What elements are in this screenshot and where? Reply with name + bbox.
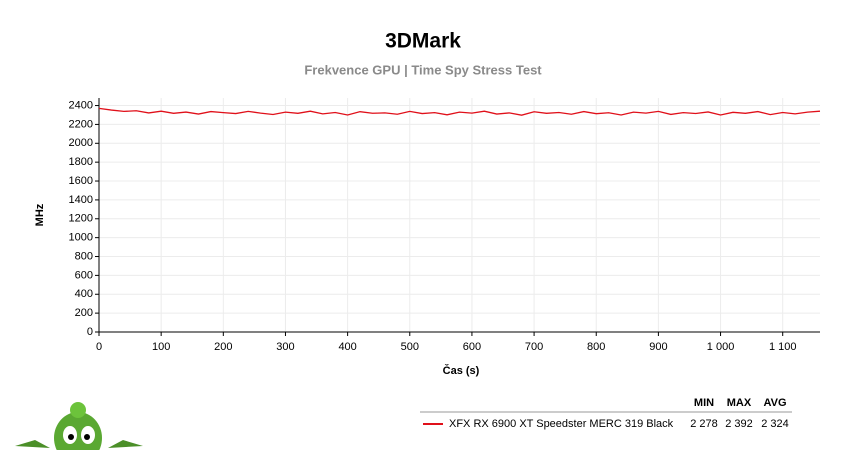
- stats-header: AVG: [763, 397, 786, 409]
- y-tick-label: 2000: [69, 137, 93, 149]
- x-tick-label: 0: [96, 341, 102, 353]
- y-tick-label: 1600: [69, 175, 93, 187]
- x-tick-label: 1 100: [769, 341, 797, 353]
- stats-header: MIN: [694, 397, 714, 409]
- y-tick-label: 0: [87, 326, 93, 338]
- y-tick-label: 1000: [69, 232, 93, 244]
- x-tick-label: 700: [525, 341, 543, 353]
- x-tick-label: 200: [214, 341, 232, 353]
- y-tick-label: 600: [75, 269, 93, 281]
- stats-value: 2 392: [725, 418, 753, 430]
- y-tick-label: 800: [75, 250, 93, 262]
- x-tick-label: 600: [463, 341, 481, 353]
- x-axis-label: Čas (s): [443, 364, 480, 377]
- y-tick-label: 400: [75, 288, 93, 300]
- x-tick-label: 300: [276, 341, 294, 353]
- mascot: [15, 402, 143, 450]
- stats-header: MAX: [727, 397, 752, 409]
- stats-value: 2 278: [690, 418, 718, 430]
- y-axis-label: MHz: [34, 203, 46, 226]
- x-tick-label: 900: [649, 341, 667, 353]
- y-tick-label: 2200: [69, 118, 93, 130]
- series-line: [98, 107, 821, 116]
- y-tick-label: 2400: [69, 99, 93, 111]
- y-tick-label: 200: [75, 307, 93, 319]
- x-tick-label: 400: [338, 341, 356, 353]
- x-tick-label: 1 000: [707, 341, 735, 353]
- stats-value: 2 324: [761, 418, 789, 430]
- chart-title: 3DMark: [385, 30, 461, 53]
- y-tick-label: 1800: [69, 156, 93, 168]
- x-tick-label: 800: [587, 341, 605, 353]
- y-tick-label: 1400: [69, 194, 93, 206]
- y-tick-label: 1200: [69, 213, 93, 225]
- chart-subtitle: Frekvence GPU | Time Spy Stress Test: [304, 62, 542, 77]
- legend-label: XFX RX 6900 XT Speedster MERC 319 Black: [449, 418, 674, 430]
- x-tick-label: 500: [401, 341, 419, 353]
- x-tick-label: 100: [152, 341, 170, 353]
